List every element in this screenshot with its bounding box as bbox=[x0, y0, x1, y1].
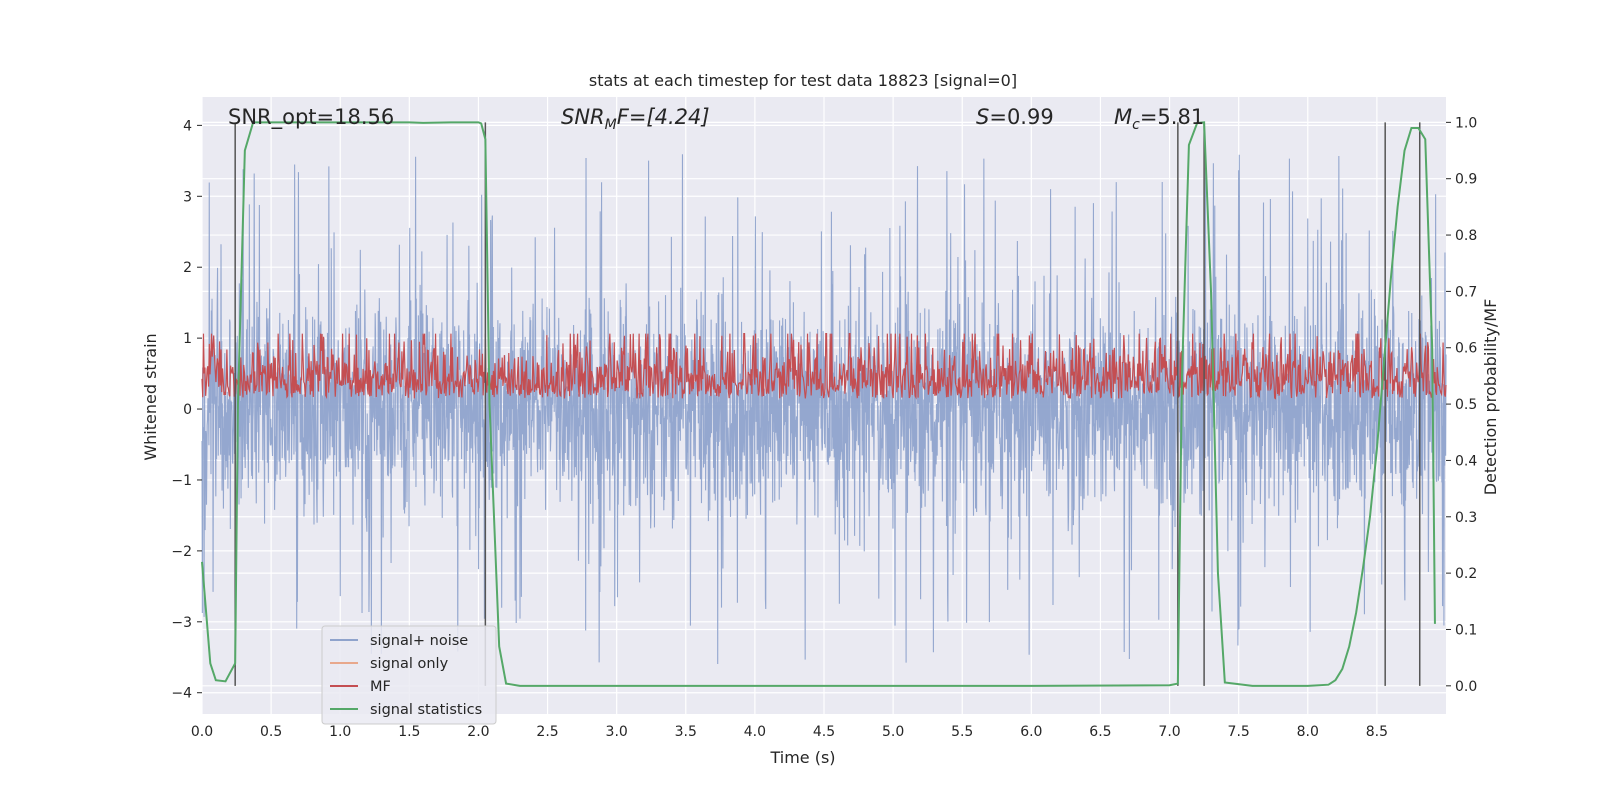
y-tick-label-right: 0.4 bbox=[1455, 453, 1477, 469]
y-tick-label-left: 2 bbox=[183, 260, 192, 276]
x-tick-label: 7.5 bbox=[1228, 724, 1250, 740]
x-axis-label: Time (s) bbox=[769, 748, 835, 767]
y-tick-label-left: −4 bbox=[171, 686, 192, 702]
x-tick-label: 4.0 bbox=[744, 724, 766, 740]
x-tick-label: 8.0 bbox=[1297, 724, 1319, 740]
x-tick-label: 1.0 bbox=[329, 724, 351, 740]
y-tick-label-right: 0.8 bbox=[1455, 228, 1477, 244]
x-tick-label: 1.5 bbox=[398, 724, 420, 740]
annotation-snr-mf: SNRMF=[4.24] bbox=[561, 105, 710, 133]
legend-box bbox=[321, 625, 497, 725]
annotation-s-value: =0.99 bbox=[989, 105, 1053, 129]
plot-area bbox=[201, 97, 1447, 714]
x-tick-label: 7.0 bbox=[1158, 724, 1180, 740]
annotation-mc-value: =5.81 bbox=[1140, 105, 1204, 129]
x-tick-label: 3.5 bbox=[675, 724, 697, 740]
x-tick-label: 8.5 bbox=[1366, 724, 1388, 740]
x-axis-ticks: 0.0 0.5 1.0 1.5 2.0 2.5 3.0 3.5 4.0 4.5 5.0 5.5 6.0 6… bbox=[191, 724, 1388, 740]
x-tick-label: 6.5 bbox=[1089, 724, 1111, 740]
chart-title: stats at each timestep for test data 188… bbox=[589, 71, 1017, 90]
x-tick-label: 2.0 bbox=[467, 724, 489, 740]
y-tick-label-right: 0.5 bbox=[1455, 397, 1477, 413]
x-tick-label: 5.5 bbox=[951, 724, 973, 740]
x-tick-label: 4.5 bbox=[813, 724, 835, 740]
annotation-s-label: S bbox=[976, 105, 989, 129]
y-tick-label-right: 1.0 bbox=[1455, 115, 1477, 131]
annotation-snr-mf-prefix: SNR bbox=[561, 105, 605, 129]
line-mf bbox=[201, 333, 1447, 400]
y-tick-label-left: −1 bbox=[171, 473, 192, 489]
series-mf bbox=[201, 333, 1447, 400]
y-tick-label-right: 0.9 bbox=[1455, 172, 1477, 188]
x-tick-label: 0.5 bbox=[260, 724, 282, 740]
x-tick-label: 0.0 bbox=[191, 724, 213, 740]
annotation-mc: Mc=5.81 bbox=[1114, 105, 1204, 133]
y-axis-left-label: Whitened strain bbox=[141, 333, 160, 460]
annotation-snr-mf-suffix: F=[4.24] bbox=[617, 105, 710, 129]
x-tick-label: 2.5 bbox=[536, 724, 558, 740]
y-tick-label-left: 4 bbox=[183, 118, 192, 134]
y-tick-label-right: 0.3 bbox=[1455, 510, 1477, 526]
y-tick-label-right: 0.6 bbox=[1455, 341, 1477, 357]
annotation-mc-sub: c bbox=[1132, 117, 1140, 133]
annotation-s: S=0.99 bbox=[976, 105, 1054, 129]
x-tick-label: 3.0 bbox=[606, 724, 628, 740]
legend: signal+ noise signal only MF signal stat… bbox=[321, 625, 497, 725]
legend-label-signal-noise: signal+ noise bbox=[370, 633, 468, 649]
y-tick-label-left: −3 bbox=[171, 615, 192, 631]
annotation-mc-label: M bbox=[1114, 105, 1132, 129]
legend-label-signal-only: signal only bbox=[370, 656, 449, 672]
annotation-snr-opt: SNR_opt=18.56 bbox=[228, 105, 394, 130]
y-tick-label-right: 0.1 bbox=[1455, 622, 1477, 638]
y-tick-label-left: 1 bbox=[183, 331, 192, 347]
legend-label-signal-statistics: signal statistics bbox=[370, 702, 482, 718]
line-signal-statistics bbox=[201, 121, 1436, 687]
x-tick-label: 5.0 bbox=[882, 724, 904, 740]
y-tick-label-right: 0.0 bbox=[1455, 679, 1477, 695]
y-axis-right-ticks: 0.0 0.1 0.2 0.3 0.4 0.5 0.6 0.7 0.8 0.9 1.0 bbox=[1446, 115, 1477, 695]
y-tick-label-left: −2 bbox=[171, 544, 192, 560]
y-tick-label-right: 0.7 bbox=[1455, 284, 1477, 300]
y-axis-left-ticks: −4 −3 −2 −1 0 1 2 3 4 bbox=[171, 118, 202, 702]
legend-label-mf: MF bbox=[370, 679, 391, 695]
x-tick-label: 6.0 bbox=[1020, 724, 1042, 740]
y-tick-label-left: 3 bbox=[183, 189, 192, 205]
y-tick-label-left: 0 bbox=[183, 402, 192, 418]
y-tick-label-right: 0.2 bbox=[1455, 566, 1477, 582]
y-axis-right-label: Detection probability/MF bbox=[1481, 299, 1500, 496]
annotation-snr-mf-sub: M bbox=[605, 117, 617, 133]
series-signal-statistics bbox=[201, 121, 1436, 687]
